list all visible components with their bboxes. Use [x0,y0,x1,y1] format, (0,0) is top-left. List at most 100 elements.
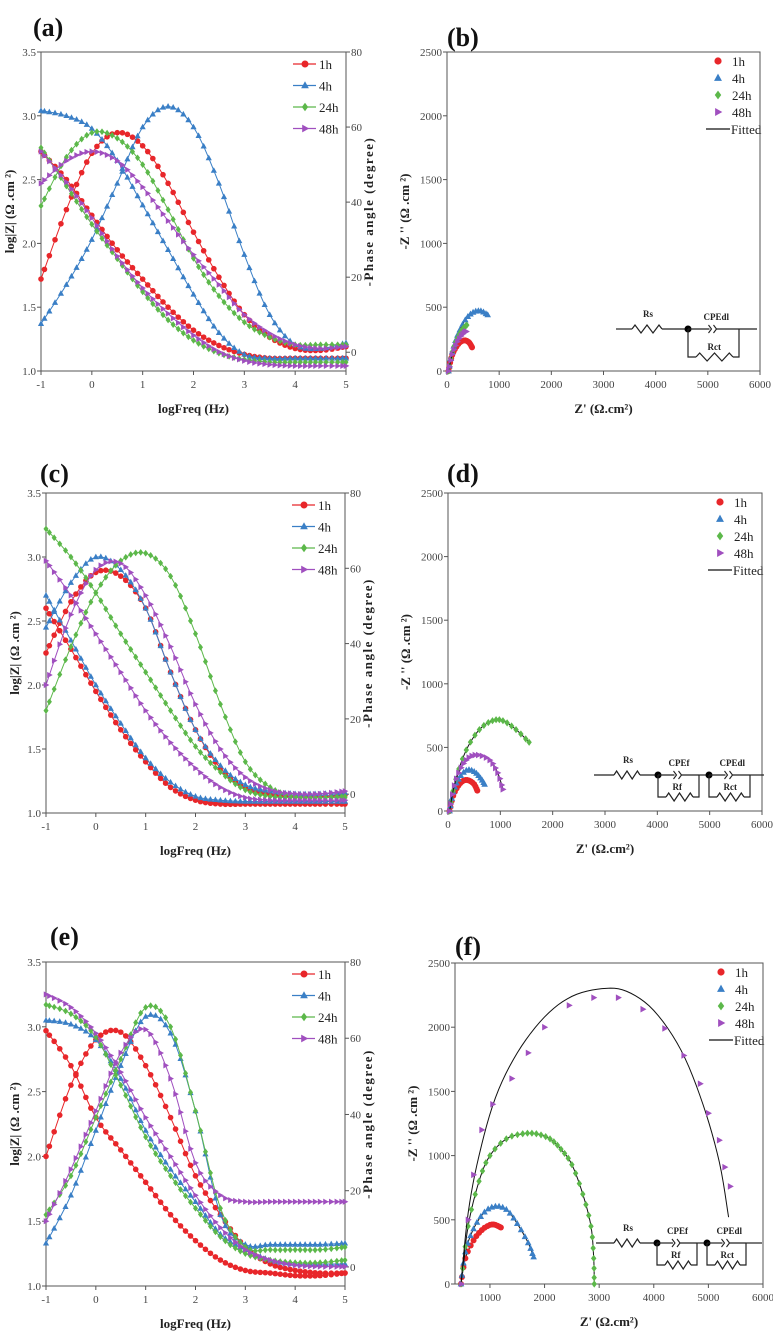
series-4h-impedance-point [78,118,85,124]
series-1h-impedance-point [292,1272,298,1279]
series-48h-phase-point [329,344,336,352]
series-48h-phase-point [201,263,208,271]
series-48h-phase-point [263,1198,269,1205]
series-48h-impedance-point [323,362,330,369]
series-4h-impedance-point [276,355,283,361]
series-48h-phase-point [63,1177,69,1185]
series-4h-point [499,1203,506,1210]
series-24h-phase-point [150,177,156,185]
series-24h-phase-point [98,581,104,588]
series-4h-phase-point [170,103,177,110]
series-48h-phase-point [123,1041,130,1048]
series-4h-impedance-point [72,1022,79,1029]
series-1h-impedance-point [46,610,53,617]
series-4h-phase-point [98,214,106,221]
series-48h-phase-point [287,1198,294,1205]
y2-tick-label: 80 [351,47,363,59]
series-1h-impedance-point [167,784,174,791]
series-48h-phase-point [307,791,314,798]
series-48h-phase-point [140,184,147,191]
equivalent-circuit [594,769,764,803]
series-48h-phase-point [173,654,179,661]
series-24h-impedance-point [222,772,228,780]
series-4h-impedance-point [46,598,53,604]
series-48h-impedance-point [292,362,299,369]
series-24h-point [580,1190,586,1198]
series-24h-phase-point [83,608,89,616]
series-24h-impedance-point [103,1051,109,1058]
legend-marker-1h [717,968,725,976]
series-48h-impedance-point [88,1023,95,1031]
series-24h-impedance-point [138,661,144,668]
series-48h-phase-point [145,190,152,197]
series-24h-phase-point [312,341,319,349]
series-24h-phase-point [63,1182,69,1189]
series-24h-phase-point [202,1148,208,1156]
series-24h-point [558,1145,564,1153]
series-48h-impedance-point [135,279,141,286]
series-4h-impedance-point [142,1127,149,1133]
series-4h-phase-point [82,560,89,566]
series-4h-phase-point [56,1214,63,1221]
series-24h-impedance-point [202,1217,208,1224]
series-48h-impedance-point [335,362,342,369]
series-48h-impedance-point [178,1169,184,1176]
series-24h-impedance-point [118,630,124,638]
series-4h-impedance-point [202,795,209,801]
series-4h-phase-point [192,726,199,733]
series-4h-impedance-point [302,354,309,361]
series-48h-phase-point [183,678,189,685]
series-1h-impedance-point [175,314,182,320]
cpe-symbol [708,324,718,334]
circuit-label-cpe: CPEf [669,758,691,768]
y-tick-label: 2.0 [27,1151,41,1163]
wire [687,329,696,358]
series-4h-point [481,1208,488,1215]
series-48h-impedance-point [342,797,349,804]
series-24h-phase-point [93,589,99,597]
series-1h-impedance-point [217,1257,224,1263]
series-1h-impedance-point [124,259,131,265]
series-48h-phase-point [233,1197,239,1204]
series-24h-point [497,1139,504,1147]
series-48h-impedance-point [213,1218,219,1226]
series-24h-phase-point [135,154,141,162]
series-4h-phase-point [231,222,238,229]
wire [691,1243,698,1266]
wire [657,775,666,798]
series-24h-phase-point [222,713,228,721]
x-tick-label: 1 [140,379,146,391]
series-1h-impedance-point [231,348,237,355]
series-24h-phase-point [257,776,263,784]
series-4h-impedance-point [266,354,273,361]
x-tick-label: 5 [343,379,349,391]
y2-tick-label: 0 [351,347,357,359]
series-1h-phase-point [185,219,192,226]
series-24h-phase-point [103,1090,109,1098]
series-4h-point [510,1214,517,1221]
series-1h-impedance-point [150,287,156,294]
series-24h-impedance-point [317,1259,323,1267]
series-48h-phase-point [297,1198,304,1205]
series-4h-point [477,1213,485,1220]
series-24h-impedance-point [57,1005,63,1013]
series-48h-phase-point [83,580,90,587]
series-4h-impedance-point [251,354,258,360]
series-24h-phase-point [178,592,184,600]
series-48h-impedance-point [213,781,219,788]
series-4h-impedance-point [182,1185,189,1192]
series-24h-point [463,746,470,754]
series-1h-point [497,1224,504,1231]
series-1h-phase-point [46,1143,53,1150]
series-48h-impedance-point [297,1262,304,1269]
series-24h-impedance-point [180,329,186,337]
series-4h-impedance-point [256,354,263,361]
series-24h-impedance-point [163,1165,169,1173]
series-48h-impedance-point [69,185,75,193]
series-48h-impedance-point [231,354,238,362]
series-48h-phase-point [158,621,164,628]
series-1h-impedance-point [127,740,134,747]
series-24h-phase-point [129,148,136,156]
series-24h-phase-point [178,1051,184,1059]
series-1h-phase-point [122,1033,129,1039]
